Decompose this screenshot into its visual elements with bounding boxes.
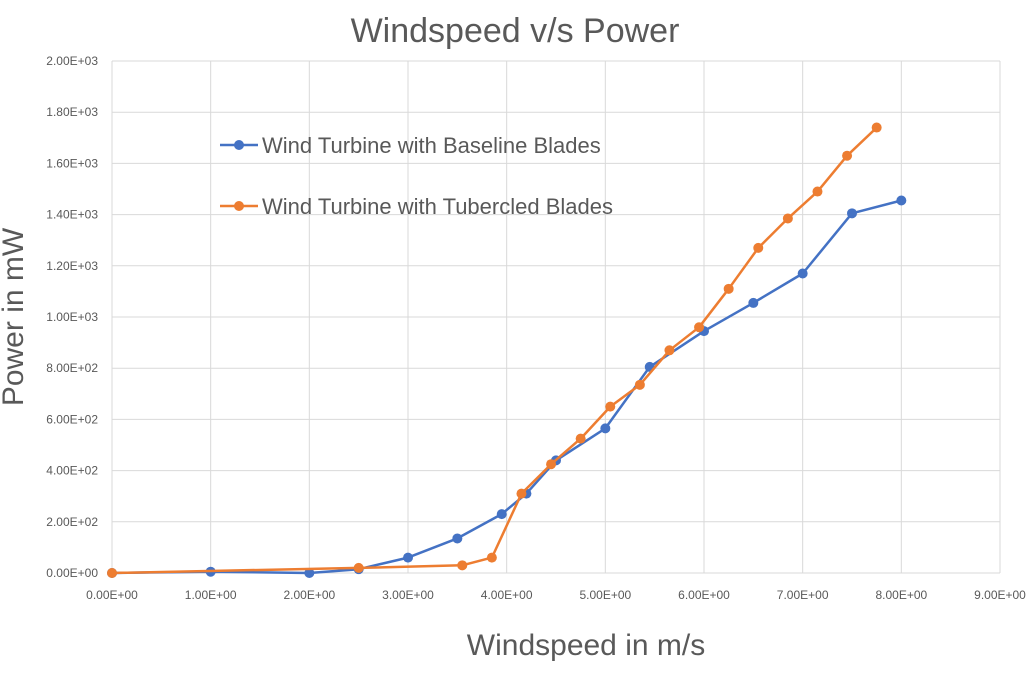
data-point [782, 213, 793, 224]
data-point [753, 242, 764, 253]
x-tick-label: 3.00E+00 [382, 588, 434, 602]
x-axis-title: Windspeed in m/s [467, 629, 705, 662]
data-point [353, 562, 364, 573]
x-tick-label: 0.00E+00 [86, 588, 138, 602]
data-point [403, 552, 413, 563]
data-point [107, 568, 117, 578]
data-point [797, 268, 808, 279]
data-point [896, 195, 907, 206]
y-tick-label: 1.40E+03 [46, 208, 98, 222]
x-tick-label: 9.00E+00 [974, 588, 1026, 602]
data-point [842, 150, 853, 161]
data-point [575, 433, 586, 444]
x-tick-label: 1.00E+00 [185, 588, 237, 602]
data-point [748, 297, 759, 308]
data-point [723, 283, 734, 294]
data-point [496, 509, 507, 520]
y-tick-label: 1.80E+03 [46, 105, 98, 119]
data-point [452, 533, 463, 544]
data-point [457, 560, 468, 571]
x-tick-label: 5.00E+00 [579, 588, 631, 602]
data-point [871, 122, 882, 133]
x-tick-label: 8.00E+00 [875, 588, 927, 602]
data-point [486, 552, 497, 563]
legend-swatch-marker [234, 140, 244, 150]
data-point [304, 568, 315, 578]
x-tick-label: 7.00E+00 [777, 588, 829, 602]
series-1 [107, 195, 907, 578]
y-tick-label: 4.00E+02 [46, 464, 98, 478]
data-point [664, 345, 675, 356]
series-line [111, 199, 902, 575]
y-tick-label: 2.00E+03 [46, 54, 98, 68]
y-axis-title: Power in mW [0, 227, 30, 406]
y-tick-label: 0.00E+00 [46, 566, 98, 580]
series-2 [107, 122, 882, 578]
data-point [847, 208, 857, 219]
data-point [605, 401, 616, 412]
legend-label: Wind Turbine with Tubercled Blades [262, 194, 613, 219]
y-tick-label: 1.60E+03 [46, 156, 98, 170]
x-tick-label: 2.00E+00 [283, 588, 335, 602]
data-point [546, 459, 557, 470]
y-tick-label: 8.00E+02 [46, 361, 98, 375]
legend: Wind Turbine with Baseline Blades Wind Tu… [220, 133, 613, 219]
legend-item: Wind Turbine with Tubercled Blades [220, 194, 613, 219]
legend-item: Wind Turbine with Baseline Blades [220, 133, 601, 158]
chart-title: Windspeed v/s Power [351, 12, 680, 50]
y-tick-label: 1.00E+03 [46, 310, 98, 324]
y-tick-label: 6.00E+02 [46, 412, 98, 426]
data-point [694, 322, 705, 333]
tick-labels: 0.00E+00 1.00E+00 2.00E+00 3.00E+00 4.00E+00… [46, 54, 1026, 602]
series-layer [107, 122, 907, 578]
data-point [634, 379, 645, 390]
data-point [812, 186, 823, 197]
y-tick-label: 2.00E+02 [46, 515, 98, 529]
legend-swatch-marker [234, 201, 244, 211]
y-tick-label: 1.20E+03 [46, 259, 98, 273]
legend-label: Wind Turbine with Baseline Blades [262, 133, 601, 158]
x-tick-label: 4.00E+00 [481, 588, 533, 602]
data-point [600, 423, 611, 434]
x-tick-label: 6.00E+00 [678, 588, 730, 602]
data-point [516, 488, 527, 499]
